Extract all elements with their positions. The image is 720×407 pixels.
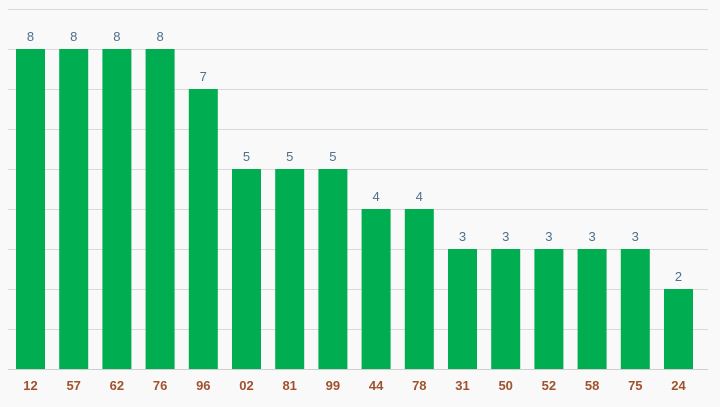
value-label-81: 5 (286, 149, 293, 164)
bar-75[interactable] (620, 249, 650, 369)
bar-44[interactable] (361, 209, 391, 369)
bar-31[interactable] (448, 249, 477, 369)
value-label-96: 7 (200, 69, 207, 84)
bar-78[interactable] (404, 209, 434, 369)
bar-96[interactable] (188, 89, 218, 369)
x-tick-label-76: 76 (153, 378, 167, 393)
bars (16, 49, 693, 369)
bar-12[interactable] (16, 49, 45, 369)
x-tick-label-50: 50 (498, 378, 512, 393)
x-tick-label-58: 58 (585, 378, 599, 393)
value-label-31: 3 (459, 229, 466, 244)
bar-57[interactable] (59, 49, 89, 369)
value-label-12: 8 (27, 29, 34, 44)
x-tick-label-44: 44 (369, 378, 384, 393)
value-label-75: 3 (632, 229, 639, 244)
x-tick-label-81: 81 (282, 378, 296, 393)
x-axis-tick-labels: 12 57 62 76 96 02 81 99 44 78 31 50 52 58 75 24 (23, 378, 686, 393)
value-label-44: 4 (372, 189, 379, 204)
x-tick-label-78: 78 (412, 378, 426, 393)
x-tick-label-12: 12 (23, 378, 37, 393)
bar-76[interactable] (145, 49, 175, 369)
bar-58[interactable] (577, 249, 607, 369)
x-tick-label-62: 62 (110, 378, 124, 393)
value-label-62: 8 (113, 29, 120, 44)
value-label-24: 2 (675, 269, 682, 284)
bar-02[interactable] (232, 169, 261, 369)
bar-52[interactable] (534, 249, 564, 369)
value-label-02: 5 (243, 149, 250, 164)
value-label-57: 8 (70, 29, 77, 44)
x-tick-label-31: 31 (455, 378, 469, 393)
bar-24[interactable] (664, 289, 693, 369)
value-label-50: 3 (502, 229, 509, 244)
x-tick-label-57: 57 (66, 378, 80, 393)
bar-99[interactable] (318, 169, 348, 369)
value-label-58: 3 (588, 229, 595, 244)
bar-81[interactable] (275, 169, 305, 369)
value-label-78: 4 (416, 189, 423, 204)
value-label-76: 8 (156, 29, 163, 44)
x-tick-label-02: 02 (239, 378, 253, 393)
x-tick-label-99: 99 (326, 378, 340, 393)
bar-62[interactable] (102, 49, 132, 369)
x-tick-label-52: 52 (542, 378, 556, 393)
x-tick-label-96: 96 (196, 378, 210, 393)
value-labels: 8 8 8 8 7 5 5 5 4 4 3 3 3 3 3 2 (27, 29, 682, 284)
value-label-99: 5 (329, 149, 336, 164)
x-tick-label-24: 24 (671, 378, 686, 393)
value-label-52: 3 (545, 229, 552, 244)
x-tick-label-75: 75 (628, 378, 642, 393)
bar-50[interactable] (491, 249, 521, 369)
